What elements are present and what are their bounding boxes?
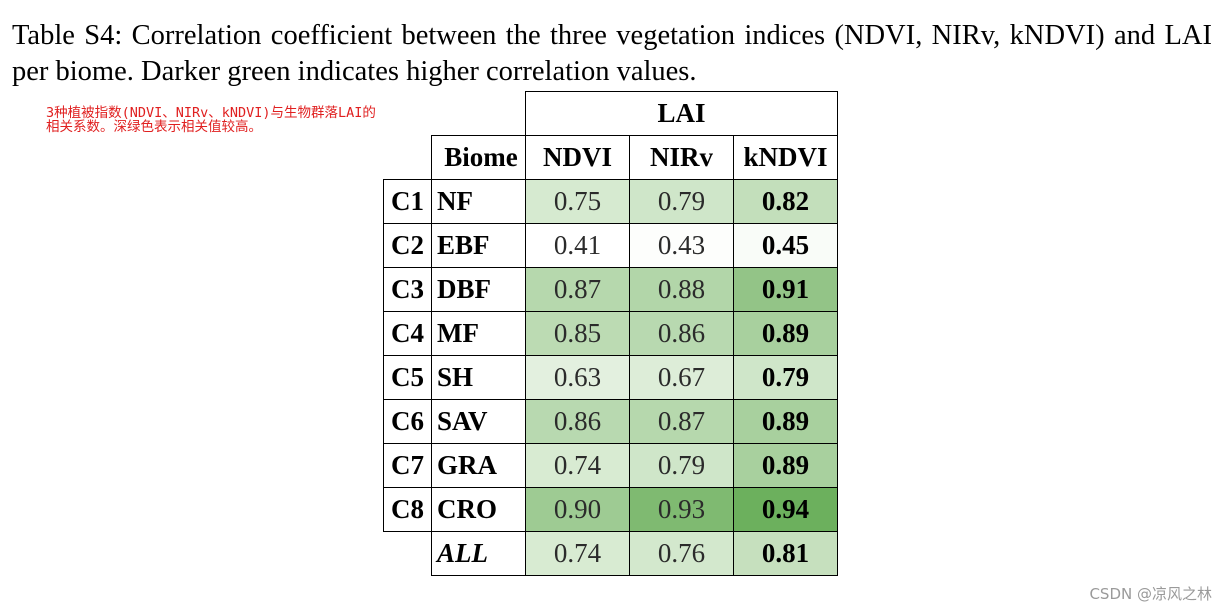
cell-ndvi: 0.41 <box>525 223 630 268</box>
cell-ndvi: 0.63 <box>525 355 630 400</box>
empty-header-cell <box>384 92 432 136</box>
table-row: C8 CRO 0.90 0.93 0.94 <box>383 487 838 532</box>
cell-ndvi: 0.74 <box>525 531 630 576</box>
table-row: C6 SAV 0.86 0.87 0.89 <box>383 399 838 444</box>
row-code: C6 <box>383 399 432 444</box>
cell-ndvi: 0.74 <box>525 443 630 488</box>
cell-nirv: 0.79 <box>629 443 734 488</box>
table-row: C2 EBF 0.41 0.43 0.45 <box>383 223 838 268</box>
table-row: C7 GRA 0.74 0.79 0.89 <box>383 443 838 488</box>
cell-kndvi: 0.79 <box>733 355 838 400</box>
empty-header-cell <box>383 135 432 180</box>
row-biome: GRA <box>431 443 526 488</box>
cell-nirv: 0.67 <box>629 355 734 400</box>
row-code: C2 <box>383 223 432 268</box>
cell-ndvi: 0.86 <box>525 399 630 444</box>
cell-ndvi: 0.85 <box>525 311 630 356</box>
row-biome: NF <box>431 179 526 224</box>
column-header-biome: Biome <box>431 135 526 180</box>
cell-kndvi: 0.89 <box>733 311 838 356</box>
lai-group-header: LAI <box>525 91 838 136</box>
cell-nirv: 0.79 <box>629 179 734 224</box>
row-code <box>383 531 432 576</box>
cell-nirv: 0.87 <box>629 399 734 444</box>
row-biome: CRO <box>431 487 526 532</box>
cell-nirv: 0.88 <box>629 267 734 312</box>
row-code: C5 <box>383 355 432 400</box>
cell-kndvi: 0.81 <box>733 531 838 576</box>
row-biome: SAV <box>431 399 526 444</box>
cell-nirv: 0.43 <box>629 223 734 268</box>
table-row: ALL 0.74 0.76 0.81 <box>383 531 838 576</box>
column-header-ndvi: NDVI <box>525 135 630 180</box>
cell-nirv: 0.86 <box>629 311 734 356</box>
empty-header-cell <box>432 92 526 136</box>
cell-nirv: 0.93 <box>629 487 734 532</box>
row-code: C3 <box>383 267 432 312</box>
table-row: C5 SH 0.63 0.67 0.79 <box>383 355 838 400</box>
row-biome: MF <box>431 311 526 356</box>
cell-kndvi: 0.89 <box>733 399 838 444</box>
column-header-kndvi: kNDVI <box>733 135 838 180</box>
table-caption: Table S4: Correlation coefficient betwee… <box>12 20 1212 87</box>
lai-correlation-table: LAI Biome NDVI NIRv kNDVI C1 NF 0.75 0.79 0.… <box>383 91 838 576</box>
table-row: C1 NF 0.75 0.79 0.82 <box>383 179 838 224</box>
cell-ndvi: 0.75 <box>525 179 630 224</box>
cell-nirv: 0.76 <box>629 531 734 576</box>
cell-kndvi: 0.89 <box>733 443 838 488</box>
csdn-watermark: CSDN @凉风之林 <box>1089 585 1212 603</box>
cell-ndvi: 0.87 <box>525 267 630 312</box>
row-code: C7 <box>383 443 432 488</box>
row-biome: EBF <box>431 223 526 268</box>
cell-kndvi: 0.94 <box>733 487 838 532</box>
table-row: C3 DBF 0.87 0.88 0.91 <box>383 267 838 312</box>
chinese-annotation: 3种植被指数(NDVI、NIRv、kNDVI)与生物群落LAI的相关系数。深绿色… <box>46 105 376 135</box>
row-biome: DBF <box>431 267 526 312</box>
row-code: C8 <box>383 487 432 532</box>
cell-kndvi: 0.91 <box>733 267 838 312</box>
cell-kndvi: 0.45 <box>733 223 838 268</box>
cell-ndvi: 0.90 <box>525 487 630 532</box>
row-biome: SH <box>431 355 526 400</box>
column-header-row: Biome NDVI NIRv kNDVI <box>383 135 838 180</box>
column-header-nirv: NIRv <box>629 135 734 180</box>
cell-kndvi: 0.82 <box>733 179 838 224</box>
table-row: C4 MF 0.85 0.86 0.89 <box>383 311 838 356</box>
group-header-row: LAI <box>384 91 838 136</box>
row-code: C4 <box>383 311 432 356</box>
row-biome: ALL <box>431 531 526 576</box>
row-code: C1 <box>383 179 432 224</box>
